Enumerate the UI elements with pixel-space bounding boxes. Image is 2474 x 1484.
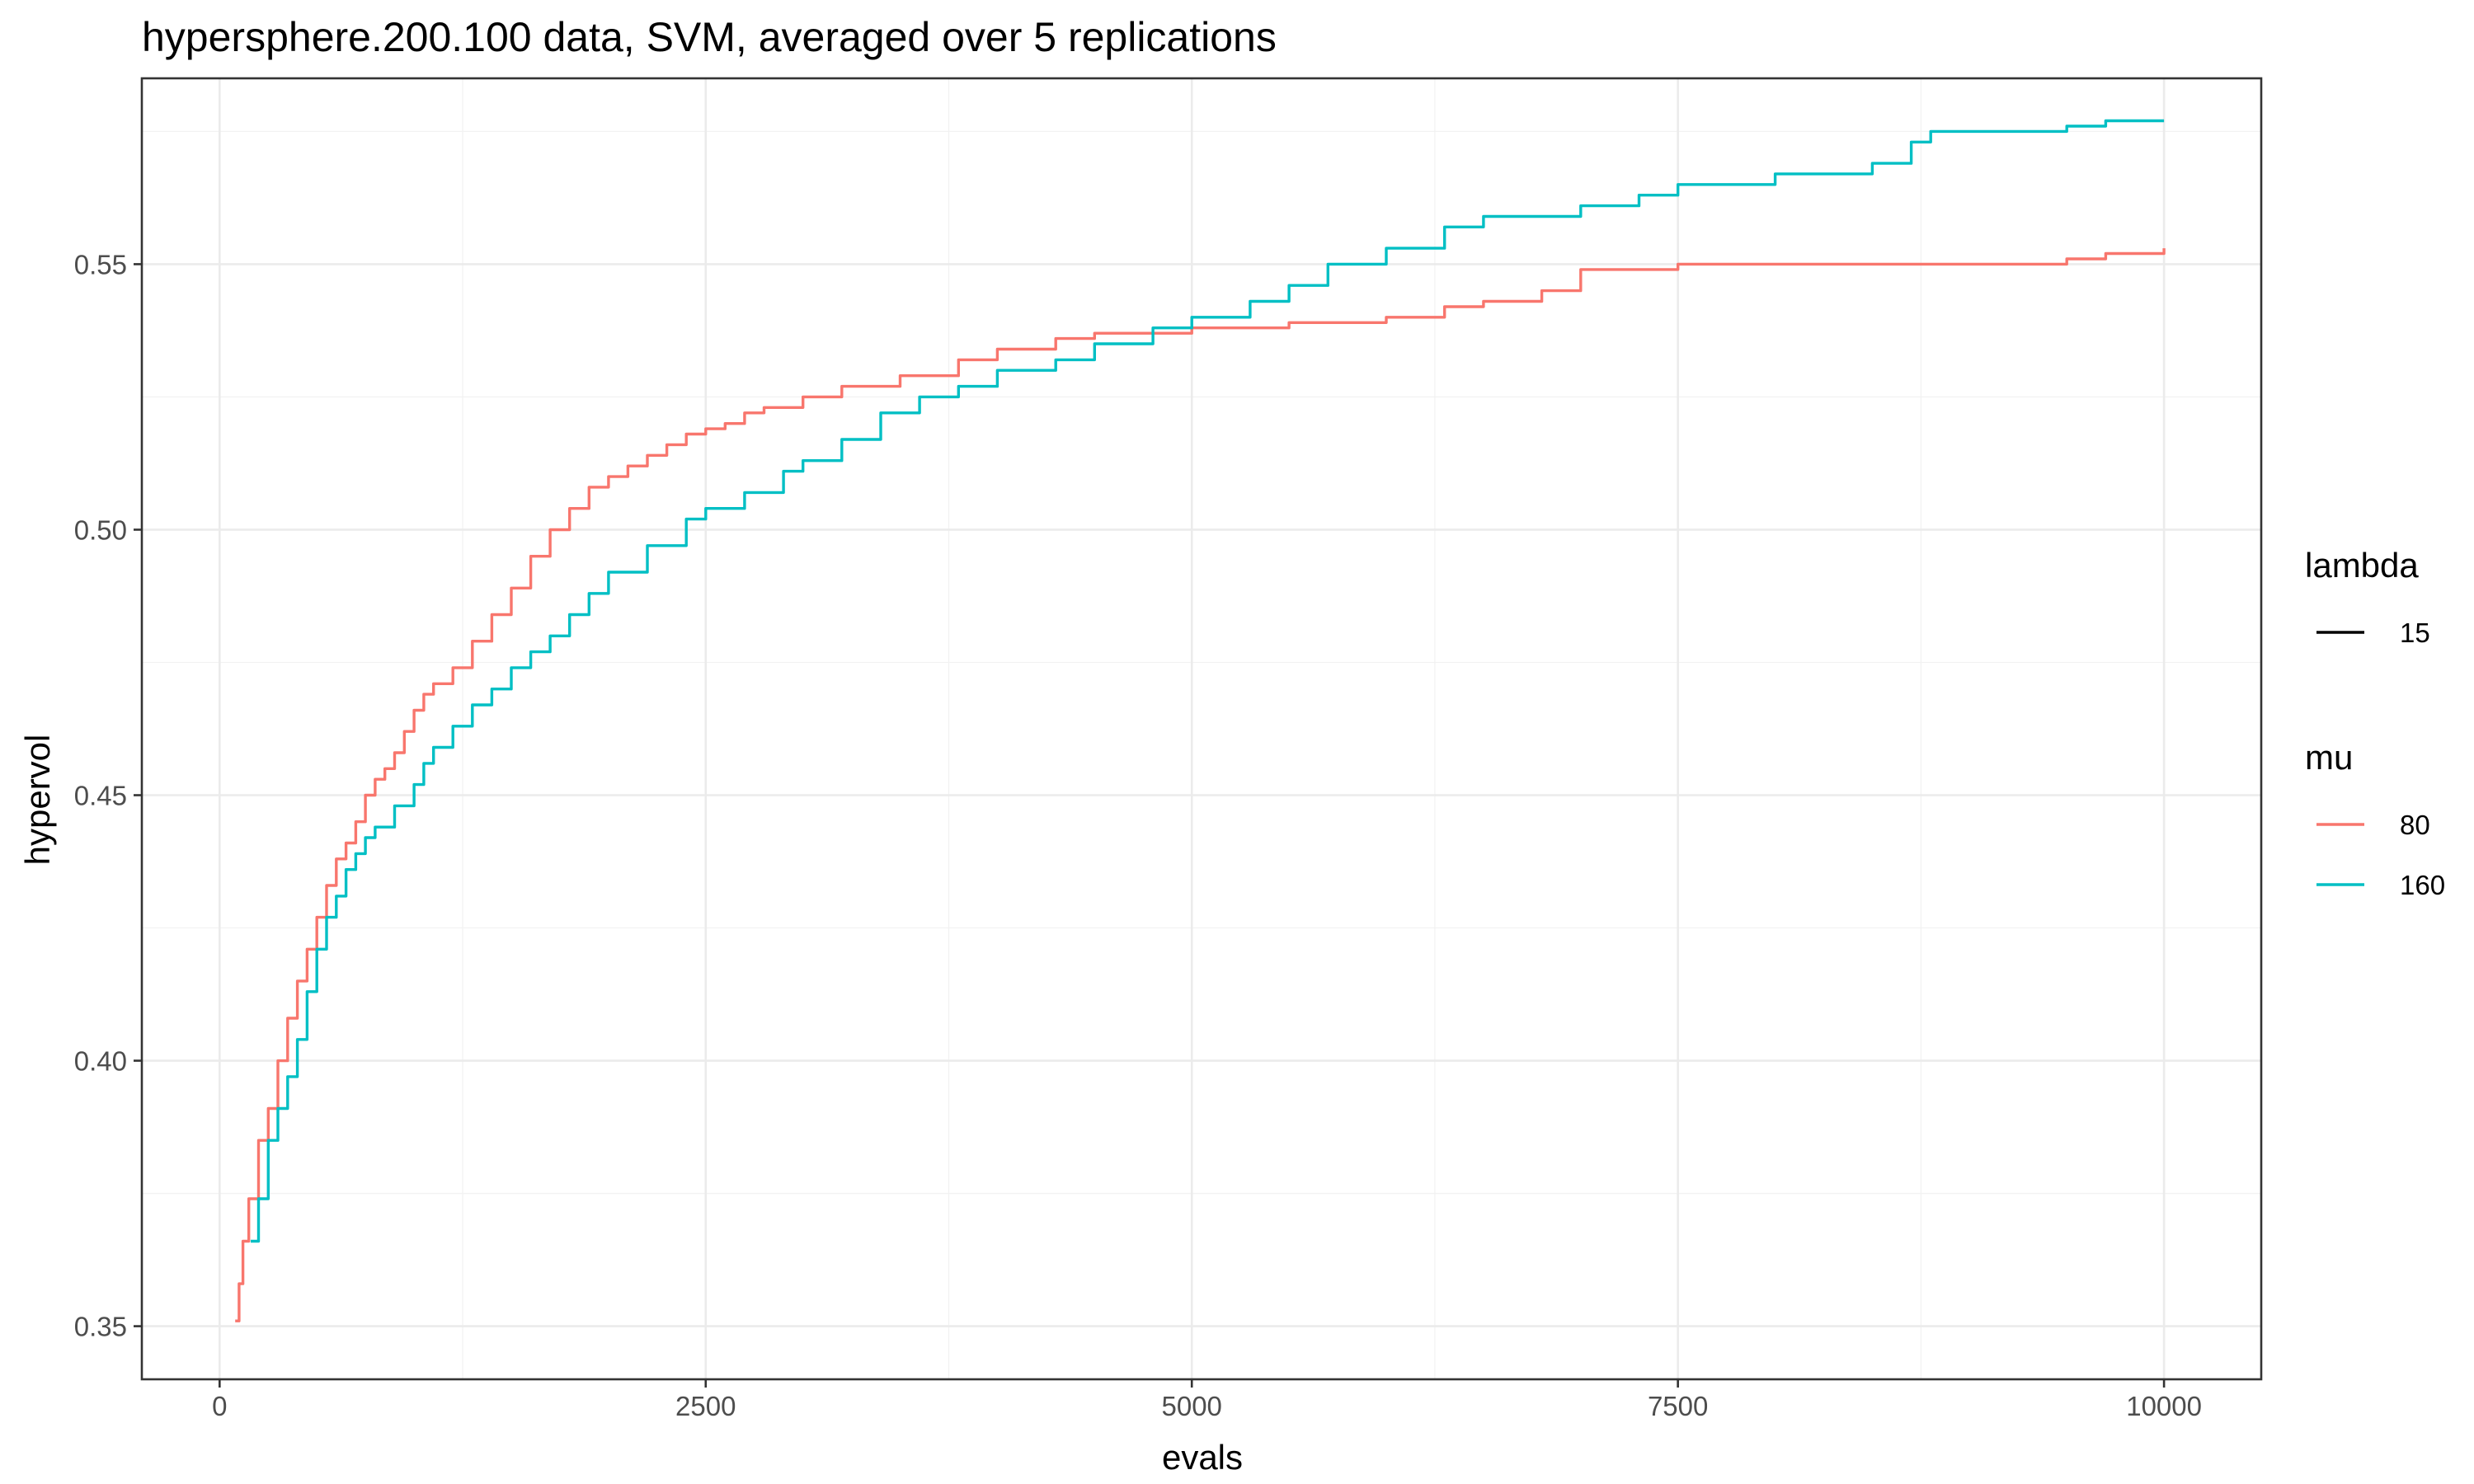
y-axis: 0.35 0.40 0.45 0.50 0.55: [74, 249, 142, 1342]
legend-label-mu-80: 80: [2400, 810, 2430, 840]
series-line-mu-160: [251, 119, 2165, 1243]
x-tick-label: 7500: [1648, 1391, 1708, 1421]
legend-label-lambda-15: 15: [2400, 618, 2430, 648]
legend-title-mu: mu: [2305, 738, 2353, 777]
y-tick-label: 0.40: [74, 1046, 127, 1077]
y-axis-title: hypervol: [18, 735, 57, 866]
y-tick-label: 0.35: [74, 1312, 127, 1342]
x-axis: 0 2500 5000 7500 10000: [212, 1379, 2202, 1421]
x-axis-title: evals: [1162, 1438, 1243, 1477]
series-layer: [235, 119, 2166, 1322]
y-tick-label: 0.55: [74, 249, 127, 279]
plot-grid: [142, 78, 2261, 1379]
legend-label-mu-160: 160: [2400, 870, 2445, 900]
plot-panel-border: [140, 77, 2263, 1381]
legend-title-lambda: lambda: [2305, 546, 2419, 585]
x-tick-label: 0: [212, 1391, 227, 1421]
x-tick-label: 2500: [675, 1391, 736, 1421]
x-tick-label: 5000: [1162, 1391, 1222, 1421]
x-tick-label: 10000: [2126, 1391, 2202, 1421]
y-tick-label: 0.45: [74, 781, 127, 811]
series-line-mu-80: [235, 248, 2166, 1322]
y-tick-label: 0.50: [74, 514, 127, 545]
chart-title: hypersphere.200.100 data, SVM, averaged …: [142, 14, 1277, 60]
legend: lambda 15 mu 80 160: [2305, 546, 2445, 900]
